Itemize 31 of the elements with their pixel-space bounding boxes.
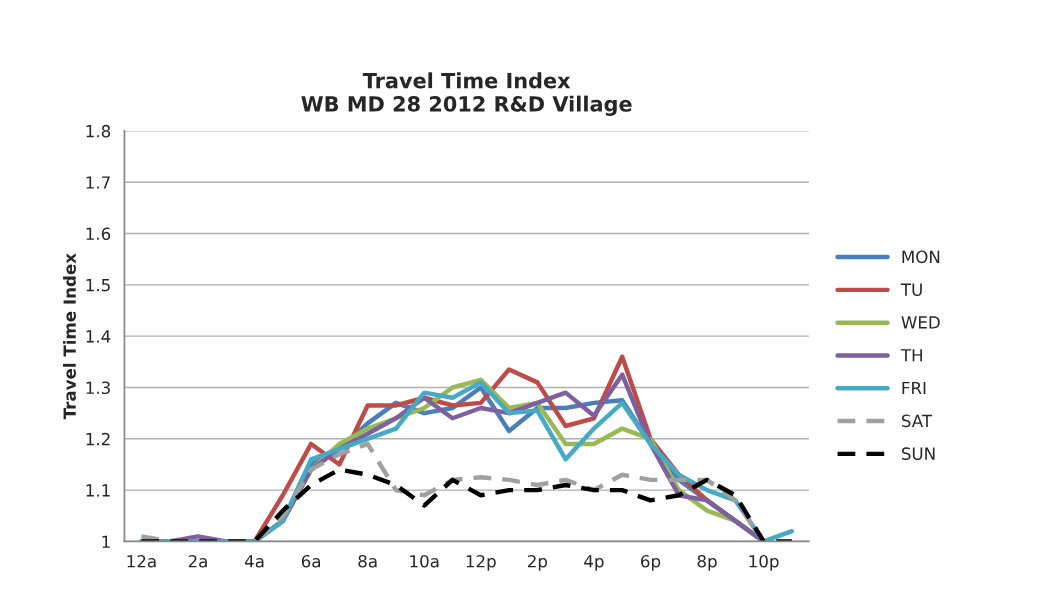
legend-label: MON: [902, 250, 940, 264]
legend-label: TU: [900, 283, 922, 296]
chart-title: Travel Time Index WB MD 28 2012 R&D Village: [301, 72, 632, 116]
y-tick-label: 1.6: [86, 227, 111, 241]
y-tick-label: 1.2: [86, 432, 110, 446]
x-tick-label: 12a: [127, 554, 156, 568]
legend-label: SAT: [901, 414, 933, 428]
x-tick-label: 6p: [641, 554, 661, 571]
legend-label: SUN: [901, 447, 935, 460]
x-tick-label: 10p: [749, 554, 779, 571]
x-tick-label: 4a: [244, 555, 264, 568]
y-tick-label: 1.1: [86, 484, 110, 497]
legend-label: TH: [900, 349, 922, 362]
y-axis-title: Travel Time Index: [63, 253, 76, 420]
x-tick-label: 2a: [188, 554, 207, 568]
x-tick-label: 6a: [301, 554, 320, 568]
x-tick-label: 12p: [466, 554, 496, 571]
x-tick-label: 8p: [697, 554, 717, 571]
legend-label: FRI: [902, 381, 926, 395]
x-tick-label: 2p: [527, 554, 548, 571]
x-tick-label: 4p: [584, 555, 604, 571]
y-tick-label: 1.5: [86, 279, 110, 292]
y-tick-label: 1.3: [86, 381, 110, 395]
x-tick-label: 8a: [358, 554, 377, 568]
y-tick-label: 1.8: [86, 124, 111, 138]
line-series: [139, 467, 795, 542]
y-tick-label: 1.4: [86, 330, 111, 343]
legend-label: WED: [901, 316, 940, 329]
x-tick-label: 10a: [410, 554, 439, 568]
y-tick-label: 1.7: [86, 176, 110, 189]
y-tick-label: 1: [102, 535, 110, 548]
